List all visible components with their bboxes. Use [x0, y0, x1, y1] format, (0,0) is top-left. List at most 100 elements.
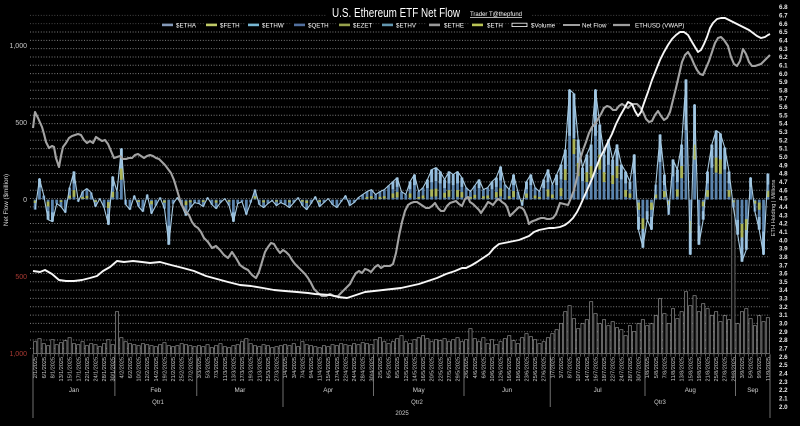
svg-text:1/7/2025: 1/7/2025: [550, 357, 556, 378]
svg-text:3/3/2025: 3/3/2025: [197, 357, 203, 378]
svg-text:19/8/2025: 19/8/2025: [697, 357, 703, 381]
svg-text:5.7: 5.7: [779, 96, 788, 103]
svg-text:2.7: 2.7: [779, 346, 788, 353]
svg-text:2.2: 2.2: [779, 387, 788, 394]
svg-text:4.6: 4.6: [779, 187, 788, 194]
svg-text:2.9: 2.9: [779, 329, 788, 336]
svg-text:2025: 2025: [395, 411, 409, 417]
svg-text:30/7/2025: 30/7/2025: [637, 357, 643, 381]
svg-text:2.8: 2.8: [779, 337, 788, 344]
svg-text:8/7/2025: 8/7/2025: [568, 357, 574, 378]
svg-text:5.4: 5.4: [779, 121, 788, 128]
svg-text:30/4/2025: 30/4/2025: [369, 357, 375, 381]
svg-text:30/1/2025: 30/1/2025: [111, 357, 117, 381]
svg-text:Jun: Jun: [502, 387, 513, 394]
svg-text:$ETHA: $ETHA: [176, 22, 197, 29]
svg-text:Mar: Mar: [234, 387, 245, 394]
svg-text:3/9/2025: 3/9/2025: [740, 357, 746, 378]
svg-text:16/7/2025: 16/7/2025: [593, 357, 599, 381]
svg-text:6/6/2025: 6/6/2025: [481, 357, 487, 378]
svg-text:U.S. Ethereum ETF Net Flow: U.S. Ethereum ETF Net Flow: [332, 6, 461, 20]
svg-text:$EZET: $EZET: [353, 22, 372, 29]
svg-text:5.1: 5.1: [779, 146, 788, 153]
svg-text:27/8/2025: 27/8/2025: [723, 357, 729, 381]
svg-text:10/6/2025: 10/6/2025: [490, 357, 496, 381]
svg-text:3.7: 3.7: [779, 262, 788, 269]
svg-text:$ETHE: $ETHE: [444, 22, 464, 29]
svg-text:6.4: 6.4: [779, 37, 788, 44]
svg-text:2/6/2025: 2/6/2025: [464, 357, 470, 378]
svg-text:2/5/2025: 2/5/2025: [378, 357, 384, 378]
svg-text:2.0: 2.0: [779, 404, 788, 411]
svg-text:24/4/2025: 24/4/2025: [352, 357, 358, 381]
svg-text:Qtr3: Qtr3: [654, 400, 666, 406]
svg-text:$ETH: $ETH: [487, 22, 503, 29]
svg-text:18/7/2025: 18/7/2025: [602, 357, 608, 381]
svg-text:29/5/2025: 29/5/2025: [456, 357, 462, 381]
svg-text:Net Flow ($million): Net Flow ($million): [3, 174, 10, 226]
svg-text:27/6/2025: 27/6/2025: [542, 357, 548, 381]
svg-text:25/8/2025: 25/8/2025: [714, 357, 720, 381]
svg-text:5.3: 5.3: [779, 129, 788, 136]
svg-text:6/5/2025: 6/5/2025: [387, 357, 393, 378]
svg-text:3.3: 3.3: [779, 296, 788, 303]
svg-text:1,000: 1,000: [9, 351, 27, 358]
svg-text:Net Flow: Net Flow: [582, 22, 607, 29]
svg-text:15/4/2025: 15/4/2025: [326, 357, 332, 381]
svg-text:$ETHV: $ETHV: [396, 22, 417, 29]
svg-text:2.5: 2.5: [779, 362, 788, 369]
svg-text:May: May: [413, 387, 426, 394]
svg-text:$ETHW: $ETHW: [262, 22, 284, 29]
svg-text:6.1: 6.1: [779, 62, 788, 69]
svg-text:22/7/2025: 22/7/2025: [611, 357, 617, 381]
svg-text:8/1/2025: 8/1/2025: [50, 357, 56, 378]
svg-text:4.1: 4.1: [779, 229, 788, 236]
svg-text:27/5/2025: 27/5/2025: [447, 357, 453, 381]
svg-text:6.6: 6.6: [779, 21, 788, 28]
svg-text:4.7: 4.7: [779, 179, 788, 186]
svg-text:6.2: 6.2: [779, 54, 788, 61]
svg-text:15/8/2025: 15/8/2025: [688, 357, 694, 381]
svg-text:11/4/2025: 11/4/2025: [318, 357, 324, 381]
svg-text:7/8/2025: 7/8/2025: [662, 357, 668, 378]
svg-text:5.8: 5.8: [779, 87, 788, 94]
svg-text:3.5: 3.5: [779, 279, 788, 286]
svg-text:5.5: 5.5: [779, 112, 788, 119]
svg-text:13/1/2025: 13/1/2025: [59, 357, 65, 381]
svg-text:7/3/2025: 7/3/2025: [214, 357, 220, 378]
svg-text:21/8/2025: 21/8/2025: [706, 357, 712, 381]
svg-text:11/3/2025: 11/3/2025: [223, 357, 229, 381]
svg-text:1/4/2025: 1/4/2025: [283, 357, 289, 378]
svg-text:5.9: 5.9: [779, 79, 788, 86]
svg-text:6/2/2025: 6/2/2025: [128, 357, 134, 378]
svg-text:25/3/2025: 25/3/2025: [266, 357, 272, 381]
svg-text:Jan: Jan: [69, 387, 80, 394]
svg-text:ETH Holding | Millions: ETH Holding | Millions: [771, 179, 777, 236]
svg-text:2/1/2025: 2/1/2025: [33, 357, 39, 378]
svg-text:11/8/2025: 11/8/2025: [671, 357, 677, 381]
svg-text:500: 500: [15, 120, 27, 127]
svg-text:6.5: 6.5: [779, 29, 788, 36]
svg-text:14/5/2025: 14/5/2025: [412, 357, 418, 381]
svg-text:6.0: 6.0: [779, 71, 788, 78]
svg-text:25/6/2025: 25/6/2025: [533, 357, 539, 381]
svg-text:21/3/2025: 21/3/2025: [257, 357, 263, 381]
svg-text:4.8: 4.8: [779, 171, 788, 178]
svg-text:11/9/2025: 11/9/2025: [766, 357, 772, 381]
svg-text:2.3: 2.3: [779, 379, 788, 386]
svg-text:3.4: 3.4: [779, 287, 788, 294]
svg-text:6.7: 6.7: [779, 12, 788, 19]
svg-text:3.1: 3.1: [779, 312, 788, 319]
svg-text:6/1/2025: 6/1/2025: [42, 357, 48, 378]
svg-text:18/6/2025: 18/6/2025: [516, 357, 522, 381]
svg-text:2.1: 2.1: [779, 395, 788, 402]
svg-text:8/5/2025: 8/5/2025: [395, 357, 401, 378]
svg-text:4/6/2025: 4/6/2025: [473, 357, 479, 378]
svg-text:2.6: 2.6: [779, 354, 788, 361]
svg-text:$FETH: $FETH: [220, 22, 240, 29]
svg-text:6.8: 6.8: [779, 4, 788, 11]
svg-text:12/6/2025: 12/6/2025: [499, 357, 505, 381]
svg-text:14/2/2025: 14/2/2025: [154, 357, 160, 381]
svg-text:Apr: Apr: [323, 387, 333, 394]
svg-text:Qtr1: Qtr1: [152, 400, 164, 406]
